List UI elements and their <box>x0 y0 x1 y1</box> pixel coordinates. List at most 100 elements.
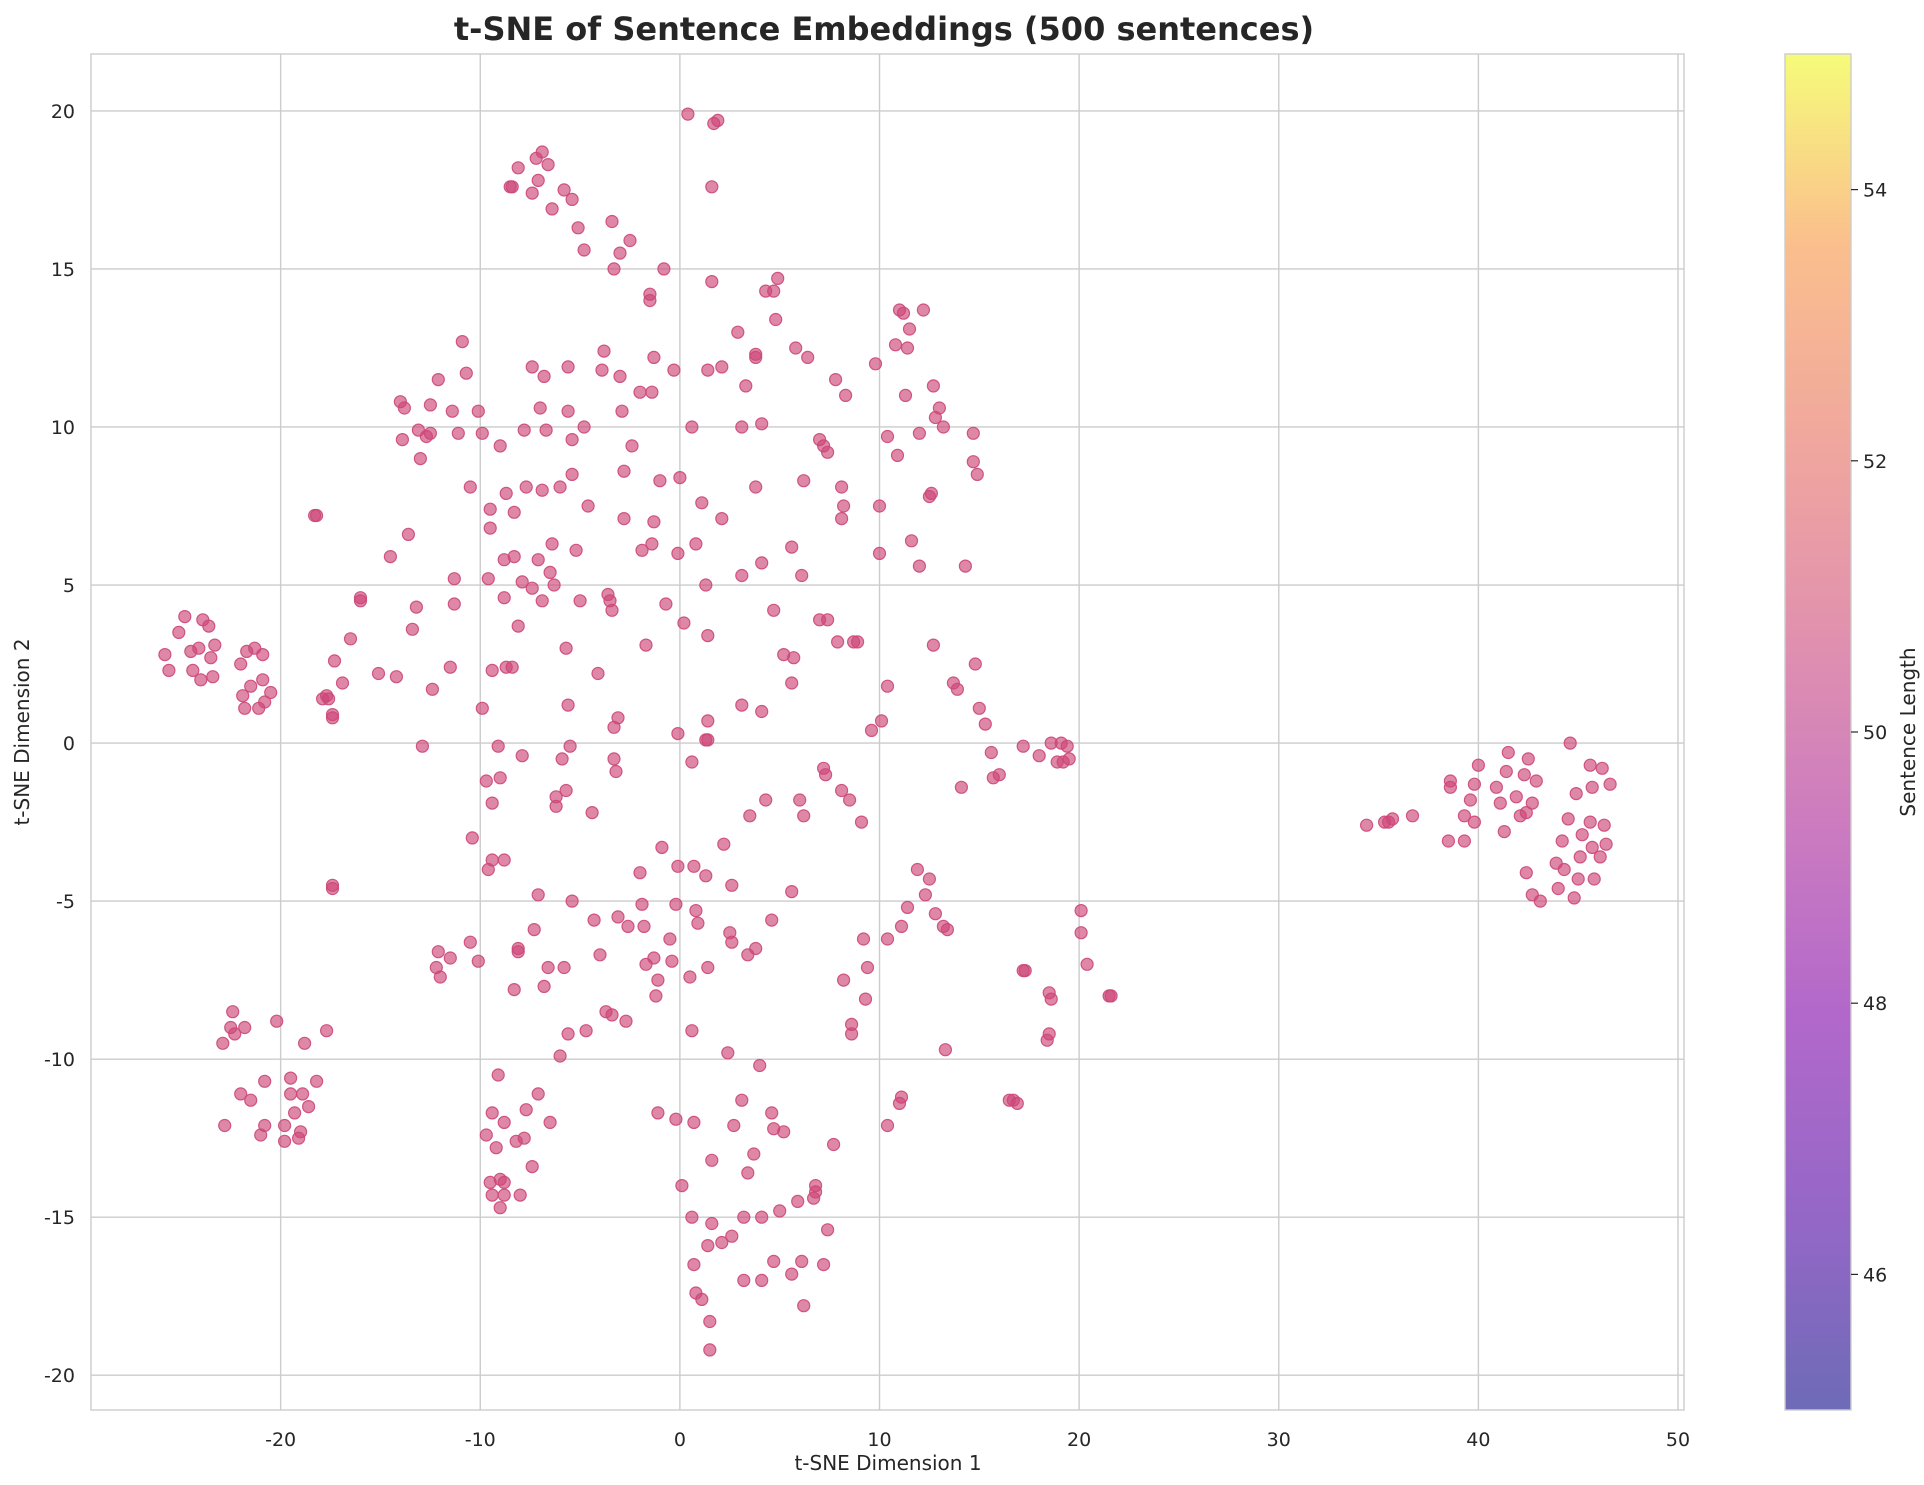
data-point <box>611 711 625 725</box>
x-tick-label: 0 <box>674 1429 686 1451</box>
data-point <box>1571 872 1585 886</box>
data-point <box>767 603 781 617</box>
data-point <box>172 625 186 640</box>
data-point <box>970 467 984 481</box>
data-point <box>593 948 607 962</box>
data-point <box>489 1141 503 1155</box>
data-point <box>493 1201 507 1215</box>
data-point <box>912 426 927 440</box>
data-point <box>818 768 833 782</box>
data-point <box>936 420 951 434</box>
x-tick-label: -20 <box>265 1429 296 1451</box>
data-point <box>605 603 619 617</box>
data-point <box>206 670 220 684</box>
data-point <box>701 363 715 377</box>
data-point <box>455 335 469 349</box>
data-point <box>463 935 477 949</box>
data-point <box>1032 749 1046 763</box>
data-point <box>531 1087 545 1101</box>
data-point <box>755 704 769 719</box>
data-point <box>623 233 637 248</box>
data-point <box>1551 881 1565 896</box>
data-point <box>545 202 559 216</box>
data-point <box>559 783 573 798</box>
data-point <box>507 982 521 997</box>
data-point <box>595 363 609 377</box>
data-point <box>483 521 497 535</box>
data-point <box>643 293 657 308</box>
data-point <box>647 515 661 529</box>
data-point <box>689 537 703 551</box>
data-point <box>701 628 715 643</box>
data-point <box>928 907 943 921</box>
data-point <box>1467 777 1482 791</box>
data-point <box>447 572 461 586</box>
data-point <box>310 508 324 523</box>
data-point <box>204 651 218 665</box>
y-tick-label: 10 <box>51 417 75 439</box>
data-point <box>511 941 525 956</box>
x-axis-label: t-SNE Dimension 1 <box>794 1451 981 1475</box>
colorbar-tick-label: 48 <box>1863 993 1887 1015</box>
data-point <box>1569 786 1583 801</box>
data-point <box>531 888 545 902</box>
data-point <box>671 546 685 561</box>
data-point <box>1499 764 1513 779</box>
data-point <box>705 1153 719 1167</box>
data-point <box>749 941 763 956</box>
data-point <box>471 404 485 418</box>
data-point <box>892 303 907 317</box>
data-point <box>537 369 551 383</box>
data-point <box>677 616 691 630</box>
data-point <box>571 221 585 235</box>
data-point <box>615 404 629 418</box>
data-point <box>854 815 869 829</box>
data-point <box>665 954 679 968</box>
data-point <box>1585 780 1599 794</box>
data-point <box>573 594 587 608</box>
data-point <box>888 338 903 352</box>
data-point <box>561 1027 575 1041</box>
data-point <box>635 897 649 911</box>
data-point <box>621 919 635 934</box>
data-point <box>890 448 905 462</box>
chart-title: t-SNE of Sentence Embeddings (500 senten… <box>454 10 1314 48</box>
data-point <box>607 752 621 766</box>
data-point <box>485 853 499 867</box>
data-point <box>451 426 465 440</box>
data-point <box>950 682 965 696</box>
data-point <box>731 325 745 339</box>
data-point <box>423 426 437 440</box>
data-point <box>497 853 511 867</box>
data-point <box>555 752 569 766</box>
data-point <box>335 676 350 690</box>
y-tick-label: -15 <box>44 1207 75 1229</box>
data-point <box>1497 824 1511 839</box>
data-point <box>667 363 681 377</box>
data-point <box>445 404 459 418</box>
colorbar-ticks: 46 48 50 52 54 <box>1851 180 1887 1286</box>
data-point <box>531 173 545 187</box>
data-point <box>226 1005 240 1019</box>
data-point <box>234 1087 248 1101</box>
data-point <box>874 714 889 728</box>
data-point <box>1493 796 1507 810</box>
data-point <box>238 701 252 715</box>
data-point <box>633 866 647 880</box>
data-point <box>968 657 982 671</box>
data-point <box>585 805 599 820</box>
data-point <box>178 609 192 624</box>
data-point <box>916 303 931 317</box>
data-point <box>371 666 386 681</box>
data-point <box>1074 903 1088 918</box>
data-point <box>579 1024 593 1038</box>
data-point <box>683 970 697 984</box>
data-point <box>497 1115 511 1130</box>
data-point <box>735 420 749 434</box>
data-point <box>1018 963 1032 978</box>
data-point <box>525 360 539 374</box>
data-point <box>1060 739 1074 753</box>
data-points <box>158 107 1617 1357</box>
data-point <box>685 755 699 769</box>
data-point <box>511 619 525 633</box>
